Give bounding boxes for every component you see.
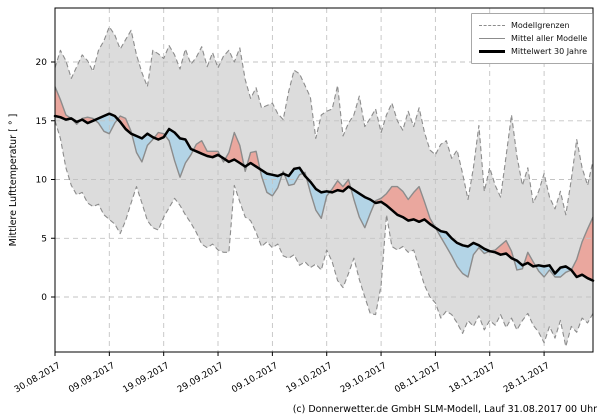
solid-line-icon xyxy=(479,38,505,39)
warm-anomaly-fill xyxy=(193,140,221,158)
cold-anomaly-fill xyxy=(306,177,330,219)
y-tick-label: 20 xyxy=(36,58,48,68)
warm-anomaly-fill xyxy=(571,217,593,281)
legend-item-mittel-aller-modelle: Mittel aller Modelle xyxy=(479,32,588,45)
warm-anomaly-fill xyxy=(374,186,436,228)
legend-label-modellgrenzen: Modellgrenzen xyxy=(511,21,570,30)
cold-anomaly-fill xyxy=(435,227,490,277)
chart-footer: (c) Donnerwetter.de GmbH SLM-Modell, Lau… xyxy=(293,404,597,415)
cold-anomaly-fill xyxy=(284,167,304,186)
legend-item-modellgrenzen: Modellgrenzen xyxy=(479,19,586,32)
thick-line-icon xyxy=(479,50,505,53)
warm-anomaly-fill xyxy=(329,179,351,193)
y-tick-label: 10 xyxy=(36,176,48,186)
model-range-lower-line xyxy=(54,120,594,347)
model-mean-line xyxy=(54,86,594,278)
chart-legend: Modellgrenzen Mittel aller Modelle Mitte… xyxy=(471,13,593,64)
y-tick-label: 15 xyxy=(36,117,47,127)
legend-label-mittel-aller-modelle: Mittel aller Modelle xyxy=(511,34,588,43)
legend-label-mittelwert-30-jahre: Mittelwert 30 Jahre xyxy=(511,47,588,56)
cold-anomaly-fill xyxy=(131,133,155,162)
model-range-upper-line xyxy=(54,26,594,216)
series-lines-layer xyxy=(53,26,595,347)
warm-anomaly-fill xyxy=(55,86,72,120)
cold-anomaly-fill xyxy=(350,188,375,228)
y-tick-label: 5 xyxy=(41,234,47,244)
dashed-line-icon xyxy=(479,25,505,26)
y-axis-title: Mittlere Lufttemperatur [ ° ] xyxy=(8,114,19,247)
y-tick-label: 0 xyxy=(41,293,47,303)
grid-layer xyxy=(55,8,593,352)
warm-anomaly-fill xyxy=(224,132,245,166)
legend-item-mittelwert-30-jahre: Mittelwert 30 Jahre xyxy=(479,45,588,58)
mean-30yr-line xyxy=(53,112,595,282)
